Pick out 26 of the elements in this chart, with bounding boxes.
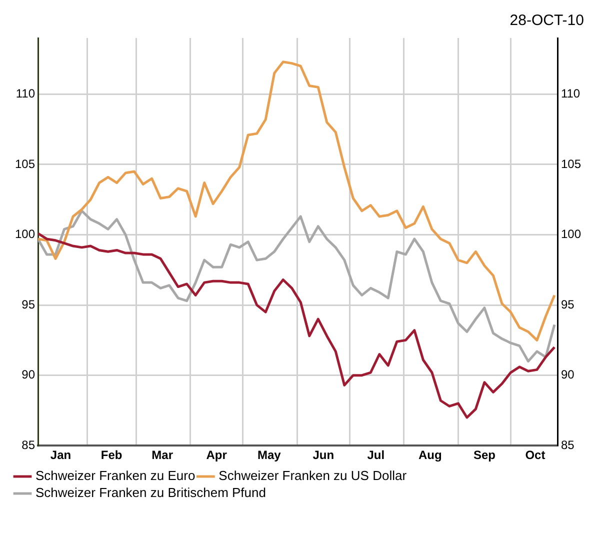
x-tick-label: Oct [525, 448, 546, 462]
y-tick-label: 95 [22, 297, 36, 312]
y-tick-label: 85 [22, 438, 36, 452]
y2-tick-label: 110 [560, 86, 580, 101]
y-tick-label: 105 [14, 156, 36, 171]
x-tick-label: Sep [473, 448, 496, 462]
y-tick-label: 100 [14, 227, 36, 242]
x-tick-label: Jan [50, 448, 72, 462]
y2-tick-label: 105 [560, 156, 582, 171]
y2-tick-label: 95 [560, 297, 575, 312]
y2-tick-label: 90 [560, 368, 575, 382]
y2-tick-label: 85 [560, 438, 575, 452]
x-tick-label: Apr [206, 448, 228, 462]
chart-title: 28-OCT-10 [510, 12, 584, 30]
legend-label: Schweizer Franken zu Britischem Pfund [36, 485, 266, 500]
x-tick-label: Mar [152, 448, 174, 462]
legend-label: Schweizer Franken zu Euro [36, 468, 196, 484]
y-tick-label: 110 [16, 86, 36, 101]
x-tick-label: Jun [312, 448, 334, 462]
x-tick-label: Aug [418, 448, 442, 462]
x-tick-label: Feb [100, 448, 122, 462]
x-tick-label: May [257, 448, 282, 462]
y2-tick-label: 100 [560, 227, 582, 242]
legend-label: Schweizer Franken zu US Dollar [218, 468, 408, 484]
y-tick-label: 90 [22, 368, 36, 382]
x-tick-label: Jul [367, 448, 385, 462]
